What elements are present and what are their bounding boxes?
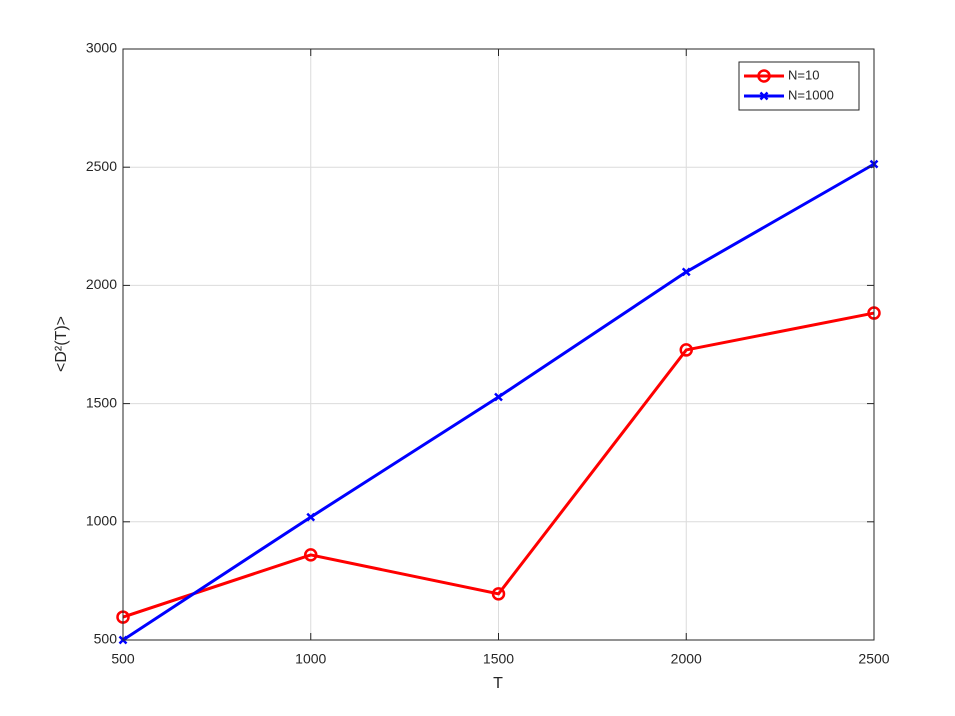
y-axis-label: <D²(T)> bbox=[53, 316, 70, 372]
marker bbox=[491, 587, 506, 601]
series-line bbox=[122, 311, 875, 619]
legend-box bbox=[738, 61, 860, 111]
x-tick-label: 1000 bbox=[295, 651, 326, 667]
legend: N=10 N=1000 bbox=[738, 61, 860, 111]
marker bbox=[681, 267, 691, 277]
x-tick-label: 2500 bbox=[858, 651, 889, 667]
marker bbox=[306, 512, 316, 522]
x-tick-label: 500 bbox=[111, 651, 135, 667]
marker bbox=[494, 392, 503, 402]
y-tick-label: 3000 bbox=[86, 40, 117, 56]
plot-area bbox=[116, 159, 881, 645]
legend-marker bbox=[759, 91, 769, 101]
y-tick-label: 2500 bbox=[86, 158, 117, 174]
marker bbox=[304, 548, 318, 562]
legend-label: N=1000 bbox=[788, 87, 834, 102]
x-axis-label: T bbox=[493, 675, 503, 692]
x-tick-label: 2000 bbox=[671, 651, 702, 667]
y-tick-label: 1000 bbox=[86, 513, 117, 529]
y-tick-label: 500 bbox=[94, 631, 118, 647]
marker bbox=[679, 343, 693, 357]
legend-marker bbox=[757, 69, 771, 83]
y-tick-label: 2000 bbox=[86, 276, 117, 292]
y-tick-label: 1500 bbox=[86, 394, 117, 410]
legend-label: N=10 bbox=[788, 67, 819, 82]
x-tick-label: 1500 bbox=[483, 651, 514, 667]
